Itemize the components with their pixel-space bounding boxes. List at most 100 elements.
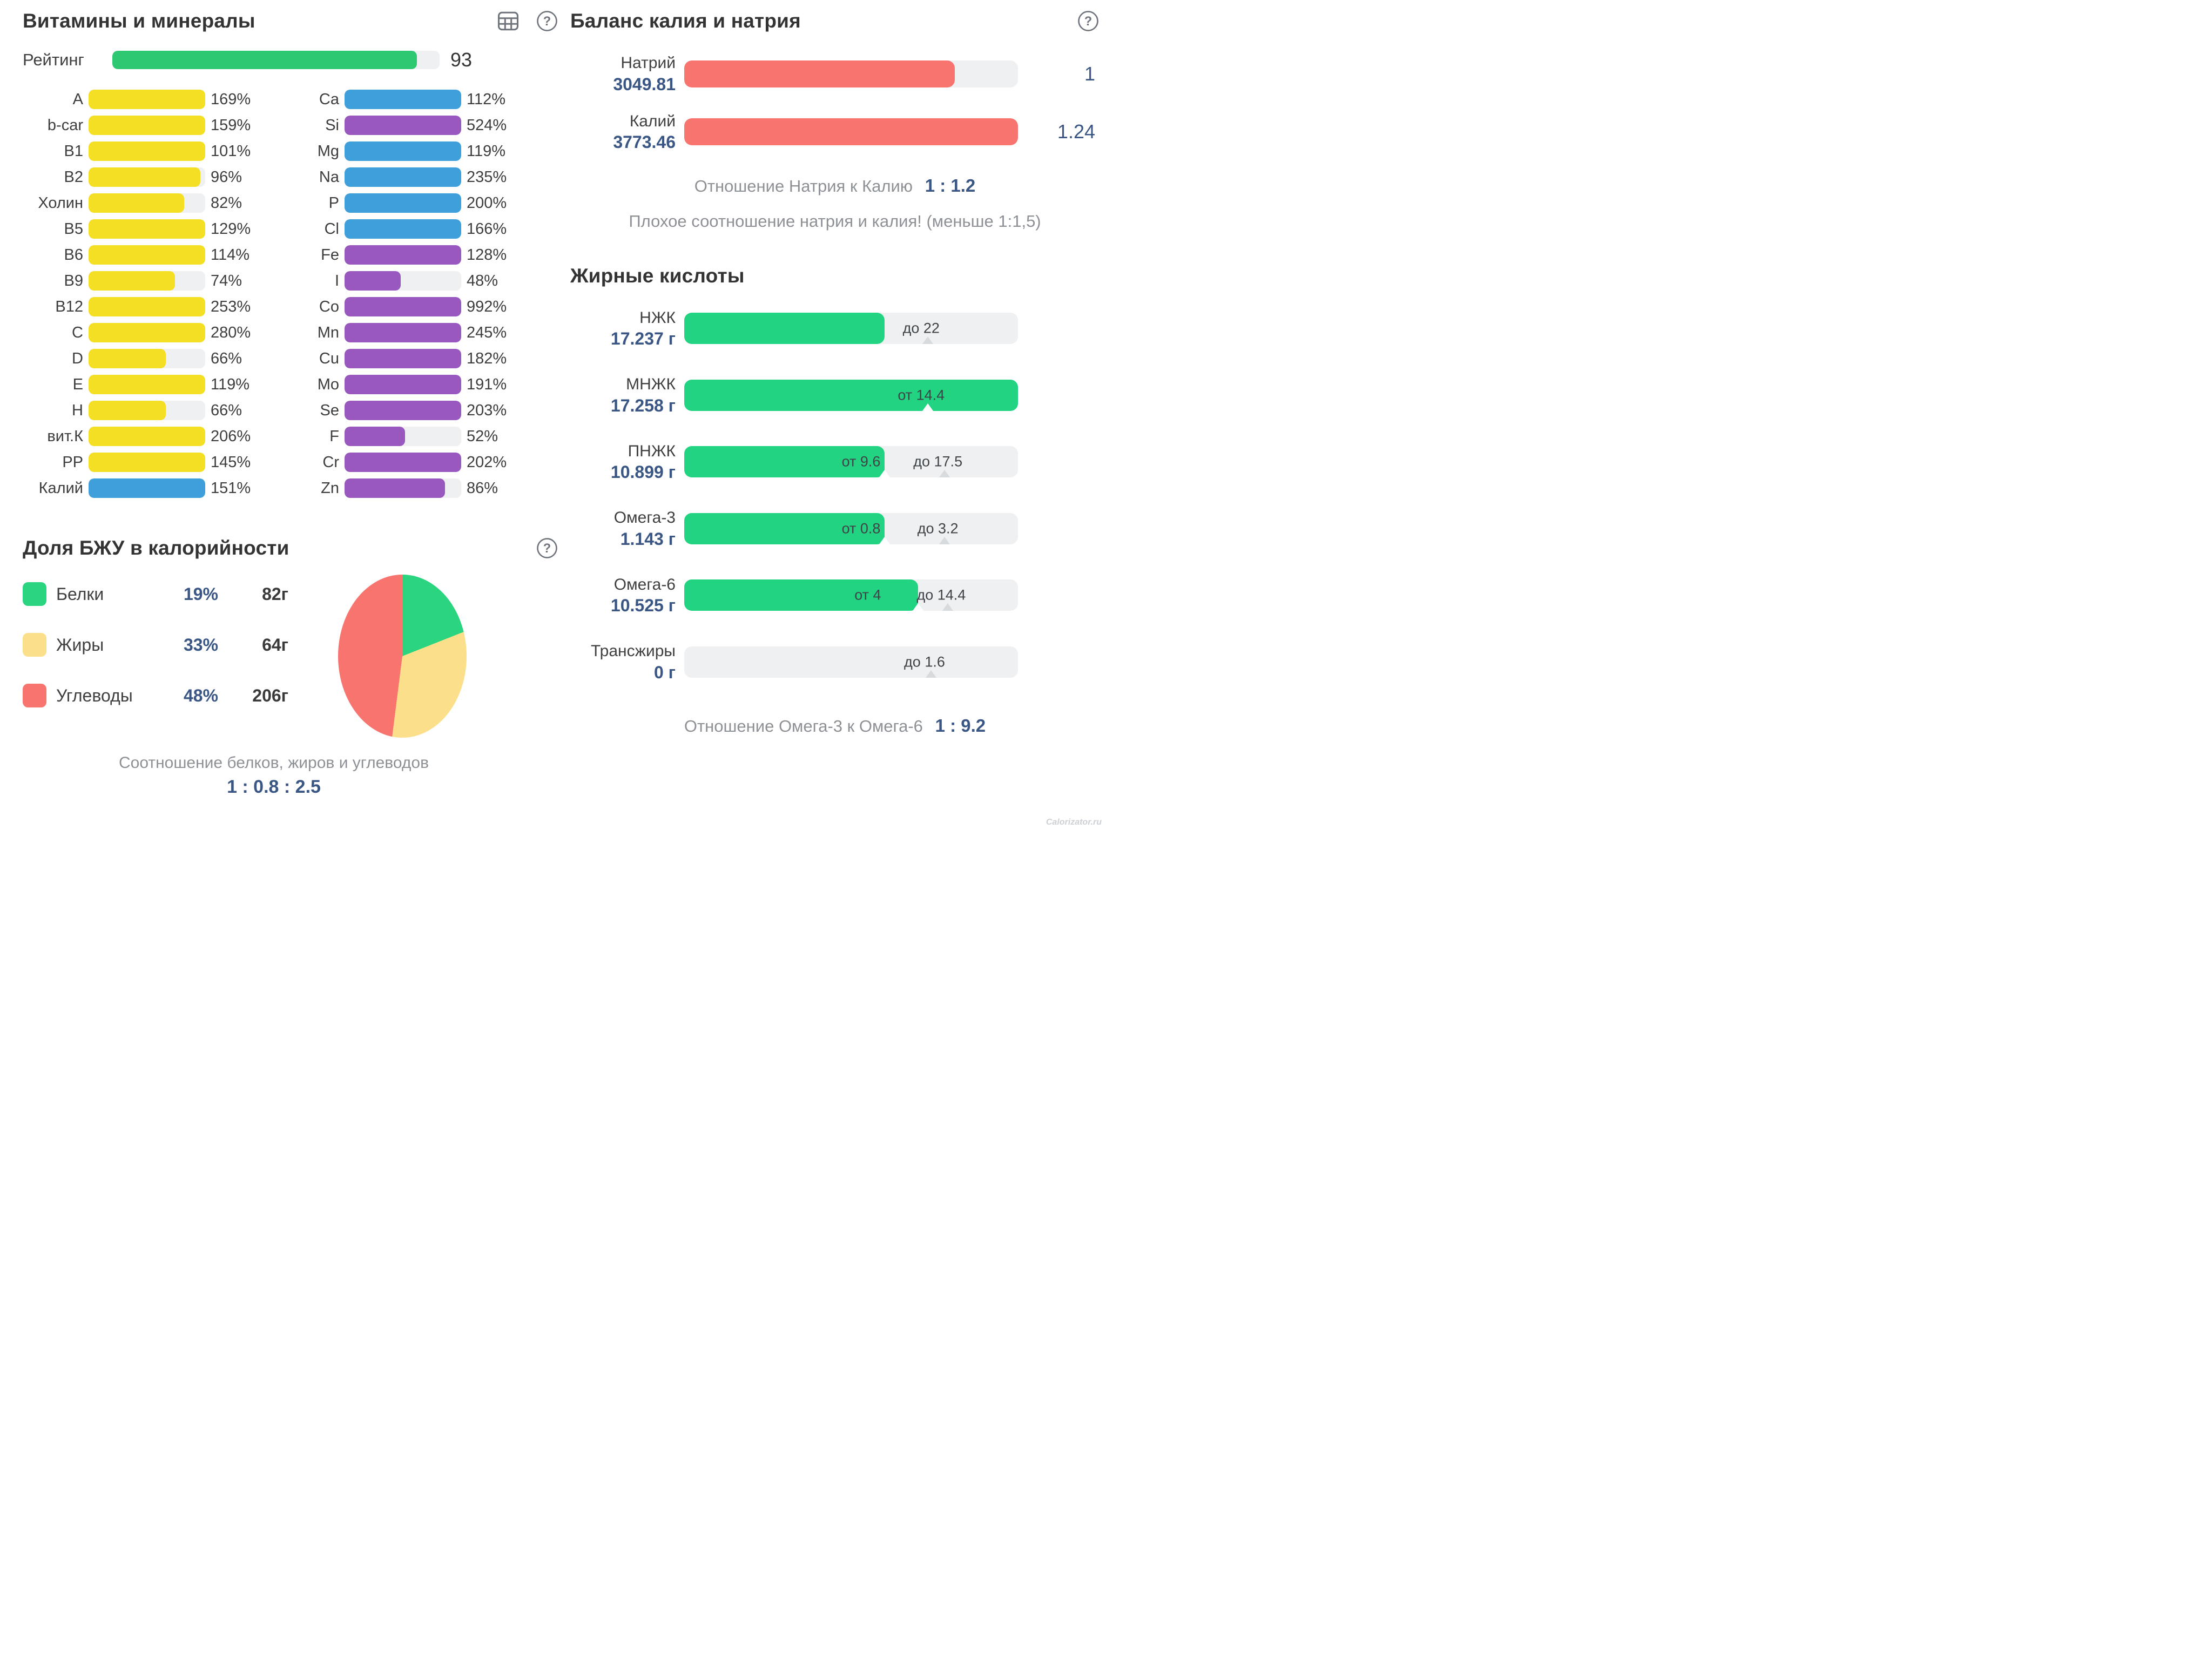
left-column: Витамины и минералы ? <box>23 10 558 798</box>
fatty-acid-bar-track: от 4 до 14.4 <box>684 579 1018 611</box>
nutrient-bar-track <box>345 478 461 498</box>
nutrient-bar-fill <box>89 167 201 187</box>
nutrient-label: Холин <box>38 194 83 212</box>
fatty-acids-section: Жирные кислоты НЖК 17.237 г до 22 МНЖК 17.25… <box>570 265 1100 736</box>
nutrient-bar-track <box>345 116 461 135</box>
fatty-acid-amount: 1.143 г <box>620 529 676 549</box>
nutrient-bar-track <box>89 90 205 109</box>
range-marker-icon <box>939 470 950 478</box>
nutrient-row: B6 114% <box>23 245 265 265</box>
fatty-acid-bar-track: от 0.8 до 3.2 <box>684 512 1018 544</box>
nutrient-row: Zn 86% <box>279 478 521 498</box>
vitamins-header-icons: ? <box>497 10 558 32</box>
nutrient-bar-track <box>345 219 461 239</box>
fatty-acid-bar-track: от 14.4 <box>684 379 1018 411</box>
nutrient-percent: 66% <box>211 349 242 367</box>
nutrient-bar-track <box>345 427 461 446</box>
nutrient-bar-track <box>89 349 205 368</box>
nutrient-row: B1 101% <box>23 141 265 161</box>
nutrient-bar-track <box>345 141 461 161</box>
rating-bar-track <box>112 51 440 69</box>
nutrient-bar-fill <box>89 245 205 265</box>
nutrient-row: Fe 128% <box>279 245 521 265</box>
nutrient-row: F 52% <box>279 427 521 446</box>
bju-legend-row: Жиры 33% 64г <box>23 633 288 657</box>
range-marker-icon <box>922 403 934 411</box>
nutrient-row: A 169% <box>23 90 265 109</box>
bju-pie-chart <box>338 575 467 738</box>
bju-legend-row: Белки 19% 82г <box>23 582 288 606</box>
range-marker-icon <box>912 603 923 611</box>
nutrient-row: Cu 182% <box>279 349 521 368</box>
range-marker-icon <box>926 670 937 678</box>
table-view-icon[interactable] <box>497 10 520 32</box>
nutrient-row: P 200% <box>279 193 521 213</box>
nutrient-bar-track <box>89 219 205 239</box>
nutrient-label: Mo <box>317 375 339 393</box>
nutrient-percent: 74% <box>211 272 242 289</box>
nutrient-bar-fill <box>89 478 205 498</box>
nutrient-bar-track <box>345 245 461 265</box>
nutrient-percent: 86% <box>467 479 498 497</box>
svg-text:?: ? <box>543 542 551 556</box>
fatty-acid-amount: 0 г <box>653 662 676 682</box>
nutrient-percent: 128% <box>467 246 507 264</box>
nutrient-row: I 48% <box>279 271 521 291</box>
legend-label: Углеводы <box>56 685 133 705</box>
nutrient-row: B12 253% <box>23 297 265 316</box>
sodium-name: Натрий <box>621 54 676 72</box>
nutrient-percent: 119% <box>467 142 506 160</box>
nutrient-label: B9 <box>64 272 83 289</box>
range-label: до 1.6 <box>904 653 945 670</box>
fatty-acid-amount: 17.237 г <box>610 329 676 348</box>
help-icon[interactable]: ? <box>1077 10 1100 32</box>
nutrient-bar-fill <box>89 271 175 291</box>
nutrient-label: Cr <box>322 453 339 471</box>
rating-value: 93 <box>450 49 473 71</box>
nutrient-percent: 524% <box>467 116 507 134</box>
fatty-acid-name: ПНЖК <box>628 442 676 460</box>
sodium-row-label: Натрий 3049.81 <box>570 53 676 95</box>
legend-color-swatch <box>23 684 46 707</box>
help-icon[interactable]: ? <box>536 10 558 32</box>
legend-grams: 82г <box>262 584 288 604</box>
nutrient-bar-fill <box>345 245 461 265</box>
bju-legend-row: Углеводы 48% 206г <box>23 684 288 707</box>
nutrient-bar-track <box>345 193 461 213</box>
nutrient-row: Cr 202% <box>279 453 521 472</box>
nutrient-bar-track <box>345 453 461 472</box>
nutrient-percent: 119% <box>211 375 250 393</box>
vitamins-left-list: A 169% b-car 159% B1 101% B2 96% Холин 82% B5 129% B… <box>23 90 265 498</box>
fatty-acid-bar-fill <box>684 446 885 478</box>
sodium-bar-fill <box>684 60 955 87</box>
nutrient-percent: 191% <box>467 375 507 393</box>
nutrient-row: Холин 82% <box>23 193 265 213</box>
nutrient-bar-fill <box>345 90 461 109</box>
vitamins-header: Витамины и минералы ? <box>23 10 558 32</box>
nutrient-label: Co <box>319 298 339 315</box>
nutrient-row: Mo 191% <box>279 375 521 394</box>
fatty-acid-row: ПНЖК 10.899 г от 9.6 до 17.5 <box>570 441 1100 483</box>
fatty-acid-row: Трансжиры 0 г до 1.6 <box>570 641 1100 683</box>
range-label: до 3.2 <box>917 520 959 537</box>
svg-text:?: ? <box>543 15 551 29</box>
help-icon[interactable]: ? <box>536 537 558 559</box>
nutrient-row: Se 203% <box>279 401 521 420</box>
sodium-name: Калий <box>629 112 676 130</box>
nutrient-bar-fill <box>89 349 166 368</box>
nutrient-bar-fill <box>89 90 205 109</box>
sodium-ratio-label: Отношение Натрия к Калию <box>694 177 913 195</box>
nutrition-dashboard: Витамины и минералы ? <box>0 0 1106 830</box>
fatty-acid-row-label: Трансжиры 0 г <box>570 641 676 683</box>
nutrient-row: Co 992% <box>279 297 521 316</box>
nutrient-row: Mn 245% <box>279 323 521 342</box>
nutrient-row: Si 524% <box>279 116 521 135</box>
nutrient-label: Калий <box>38 479 83 497</box>
nutrient-row: C 280% <box>23 323 265 342</box>
nutrient-row: вит.К 206% <box>23 427 265 446</box>
nutrient-percent: 206% <box>211 427 251 445</box>
sodium-row: Калий 3773.46 1.24 <box>570 111 1100 153</box>
nutrient-bar-fill <box>89 116 205 135</box>
range-label: от 0.8 <box>841 520 881 537</box>
nutrient-label: C <box>72 323 83 341</box>
